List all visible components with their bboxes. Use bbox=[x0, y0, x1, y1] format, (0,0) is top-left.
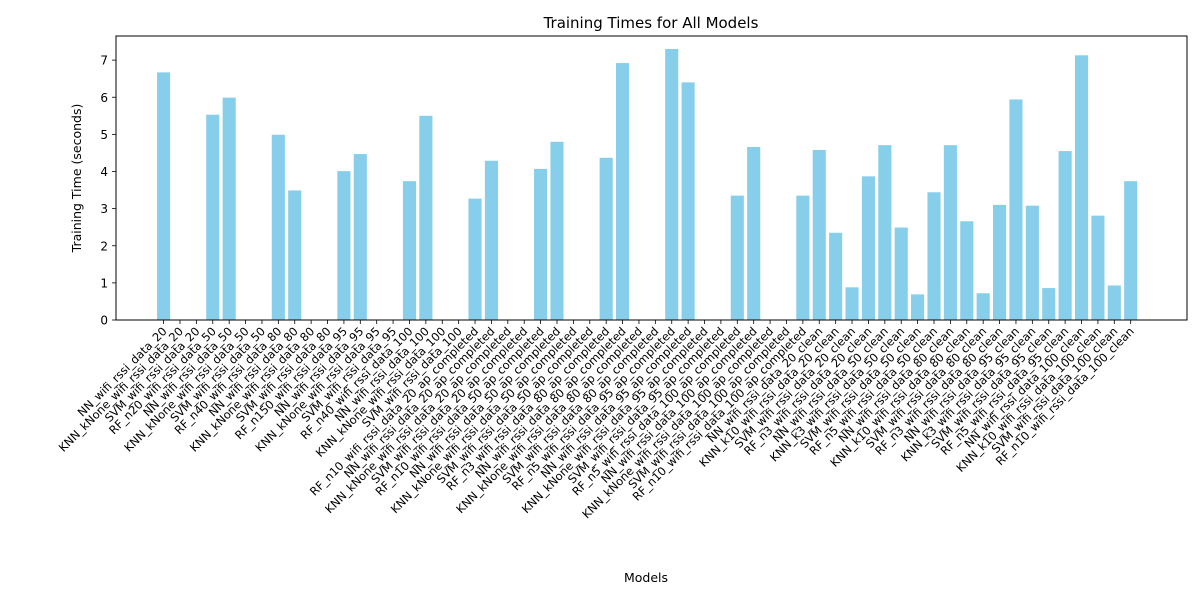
bar bbox=[1009, 99, 1023, 320]
bar bbox=[796, 195, 810, 320]
bar bbox=[845, 287, 859, 320]
bar bbox=[353, 154, 367, 320]
bar bbox=[993, 204, 1007, 320]
bar bbox=[1107, 285, 1121, 320]
bar bbox=[157, 72, 171, 320]
bar bbox=[222, 97, 236, 320]
bar bbox=[534, 168, 548, 320]
bars-group bbox=[157, 48, 1138, 321]
y-tick-label: 2 bbox=[100, 239, 108, 253]
bar bbox=[616, 63, 630, 320]
plot-frame bbox=[115, 35, 1188, 321]
bar bbox=[599, 157, 613, 320]
bar bbox=[1042, 288, 1056, 320]
bar bbox=[1058, 151, 1072, 320]
bar bbox=[747, 147, 761, 320]
bar bbox=[927, 192, 941, 320]
bar bbox=[911, 294, 925, 320]
bar bbox=[681, 82, 695, 320]
y-tick-label: 0 bbox=[100, 314, 108, 328]
x-axis: NN_wifi_rssi_data_20KNN_kNone_wifi_rssi_… bbox=[56, 320, 1137, 521]
bar bbox=[288, 190, 302, 320]
chart-title: Training Times for All Models bbox=[543, 14, 759, 32]
y-tick-label: 3 bbox=[100, 202, 108, 216]
y-tick-label: 5 bbox=[100, 128, 108, 142]
bar bbox=[337, 171, 351, 320]
x-axis-label: Models bbox=[624, 570, 668, 585]
bar bbox=[1124, 181, 1138, 320]
bar bbox=[550, 141, 564, 320]
bar bbox=[829, 232, 843, 320]
bar bbox=[402, 181, 417, 320]
y-axis: 0 1 2 3 4 5 6 7 bbox=[100, 54, 116, 328]
bar bbox=[419, 115, 433, 320]
bar bbox=[484, 160, 498, 320]
y-tick-label: 1 bbox=[100, 276, 108, 290]
bar bbox=[206, 114, 220, 320]
bar bbox=[976, 293, 990, 320]
bar bbox=[943, 145, 957, 320]
bar bbox=[468, 198, 482, 320]
bar bbox=[271, 134, 285, 320]
bar bbox=[1091, 215, 1105, 320]
y-tick-label: 7 bbox=[100, 54, 108, 68]
bar bbox=[665, 48, 679, 321]
bar bbox=[812, 149, 826, 320]
bar bbox=[861, 176, 875, 320]
bar bbox=[1025, 205, 1039, 320]
bar bbox=[878, 145, 892, 320]
y-axis-label: Training Time (seconds) bbox=[69, 104, 84, 254]
bar bbox=[960, 221, 974, 320]
y-tick-label: 6 bbox=[100, 91, 108, 105]
bar bbox=[1074, 55, 1089, 321]
bar bbox=[730, 195, 744, 320]
y-tick-label: 4 bbox=[100, 165, 108, 179]
bar bbox=[894, 227, 908, 320]
